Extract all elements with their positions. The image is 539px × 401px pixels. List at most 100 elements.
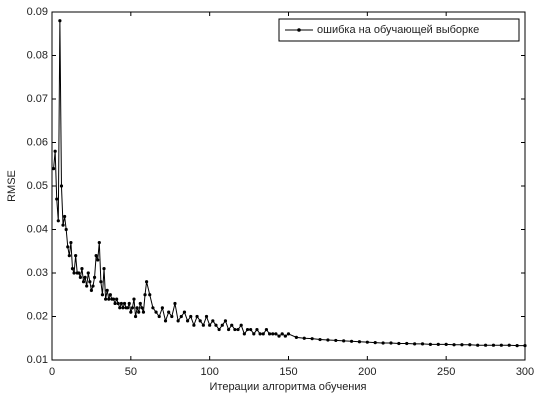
data-line (53, 20, 525, 347)
data-point (97, 240, 101, 245)
data-point (436, 342, 440, 346)
data-point (211, 319, 215, 323)
data-point (78, 275, 82, 279)
data-point (59, 184, 64, 188)
data-point (373, 341, 377, 345)
data-point (460, 343, 464, 347)
data-point (280, 332, 284, 336)
data-point (223, 319, 228, 323)
data-point (127, 301, 131, 306)
data-point (108, 293, 112, 297)
data-point (318, 337, 322, 342)
data-point (115, 297, 119, 301)
data-point (389, 341, 393, 345)
data-point (157, 314, 161, 319)
x-tick-label: 50 (125, 366, 137, 378)
y-tick-label: 0.07 (27, 93, 48, 105)
data-point (294, 335, 298, 339)
data-point (88, 280, 92, 284)
data-point (74, 254, 78, 258)
data-point (357, 340, 362, 344)
x-tick-label: 0 (49, 366, 55, 378)
data-point (420, 342, 425, 346)
data-point (94, 254, 98, 258)
data-point (118, 306, 122, 310)
data-point (192, 323, 196, 327)
data-point (310, 337, 314, 341)
data-point (233, 327, 237, 332)
data-point (67, 254, 71, 258)
y-axis-label: RMSE (6, 170, 18, 202)
data-point (507, 343, 511, 347)
data-point (85, 284, 89, 288)
legend-marker (297, 28, 301, 32)
data-point (102, 267, 106, 271)
x-tick-label: 300 (516, 366, 534, 378)
data-point (107, 297, 111, 301)
data-point (198, 319, 202, 323)
data-point (163, 319, 168, 323)
data-point (428, 342, 432, 346)
data-point (342, 339, 346, 343)
data-point (413, 342, 417, 346)
data-point (334, 338, 338, 343)
data-point (80, 267, 84, 271)
data-point (100, 293, 105, 297)
data-point (154, 310, 158, 314)
data-point (55, 197, 59, 201)
data-point (160, 306, 164, 310)
data-point (81, 280, 86, 284)
data-point (105, 288, 109, 292)
data-point (182, 310, 187, 314)
data-point (138, 301, 142, 306)
data-point (167, 310, 171, 314)
data-point (137, 310, 141, 314)
data-point (58, 19, 62, 23)
data-point (92, 275, 97, 279)
data-point (267, 332, 272, 336)
data-point (195, 314, 199, 319)
data-point (64, 227, 68, 232)
data-point (483, 343, 488, 347)
data-point (499, 343, 503, 347)
data-point (277, 334, 281, 338)
data-point (349, 339, 354, 343)
data-point (135, 306, 139, 310)
data-point (214, 323, 218, 327)
data-point (121, 306, 125, 310)
x-axis-label: Итерации алгоритма обучения (210, 381, 367, 393)
data-point (83, 275, 87, 279)
data-point (236, 327, 240, 332)
data-point (381, 341, 385, 345)
data-point (170, 314, 174, 319)
data-point (252, 332, 256, 336)
data-point (274, 332, 278, 336)
legend-box (278, 18, 520, 42)
data-point (77, 271, 81, 275)
data-point (130, 306, 135, 310)
data-point (189, 314, 193, 319)
x-tick-label: 200 (358, 366, 376, 378)
data-point (113, 301, 117, 306)
data-point (226, 327, 231, 332)
y-tick-label: 0.04 (27, 223, 48, 235)
y-tick-label: 0.08 (27, 49, 48, 61)
data-point (239, 323, 243, 327)
x-tick-label: 100 (200, 366, 218, 378)
data-point (204, 314, 209, 319)
data-point (491, 343, 496, 347)
data-point (116, 301, 120, 306)
data-point (122, 301, 127, 306)
data-point (141, 310, 146, 314)
data-point (99, 280, 103, 284)
data-point (129, 310, 133, 314)
data-point (452, 343, 456, 347)
y-tick-label: 0.01 (27, 354, 48, 366)
data-point (217, 327, 221, 332)
data-point (63, 214, 67, 219)
data-point (72, 271, 76, 275)
data-point (111, 297, 116, 301)
data-point (70, 267, 75, 271)
data-point (444, 342, 448, 346)
